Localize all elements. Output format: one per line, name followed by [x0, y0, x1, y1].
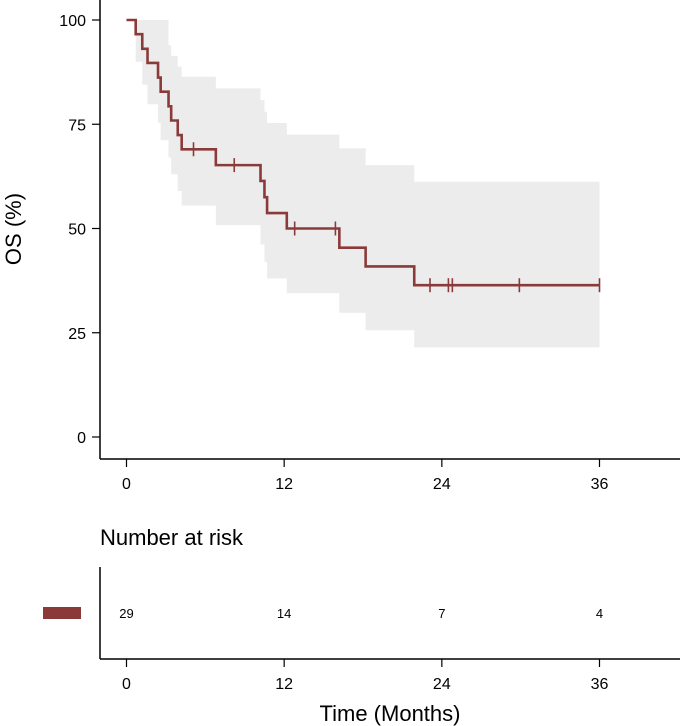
risk-count: 7	[438, 606, 445, 621]
y-ticks: 0 25 50 75 100	[59, 13, 100, 447]
risk-table: Number at risk 29 14 7 4 0 12 24 36	[43, 525, 680, 693]
x-tick-label: 12	[275, 476, 293, 493]
confidence-band	[126, 20, 600, 348]
y-tick-label: 75	[68, 117, 86, 134]
risk-x-tick-label: 36	[591, 676, 609, 693]
risk-x-tick-label: 0	[122, 676, 131, 693]
x-tick-label: 24	[433, 476, 451, 493]
y-tick-label: 0	[77, 430, 86, 447]
y-tick-label: 100	[59, 13, 86, 30]
risk-legend-swatch	[43, 607, 81, 619]
y-axis-title: OS (%)	[1, 193, 26, 265]
risk-count: 4	[596, 606, 603, 621]
risk-counts: 29 14 7 4	[119, 606, 603, 621]
x-axis-title: Time (Months)	[320, 701, 461, 726]
risk-count: 29	[119, 606, 133, 621]
y-tick-label: 50	[68, 222, 86, 239]
censor-marks	[192, 142, 601, 293]
risk-x-tick-label: 12	[275, 676, 293, 693]
risk-x-ticks: 0 12 24 36	[122, 659, 609, 693]
y-tick-label: 25	[68, 326, 86, 343]
risk-x-tick-label: 24	[433, 676, 451, 693]
x-tick-label: 0	[122, 476, 131, 493]
plot-area	[126, 18, 601, 348]
risk-table-title: Number at risk	[100, 525, 244, 550]
survival-curve	[126, 18, 600, 287]
risk-count: 14	[277, 606, 291, 621]
x-ticks: 0 12 24 36	[122, 459, 609, 493]
x-tick-label: 36	[591, 476, 609, 493]
